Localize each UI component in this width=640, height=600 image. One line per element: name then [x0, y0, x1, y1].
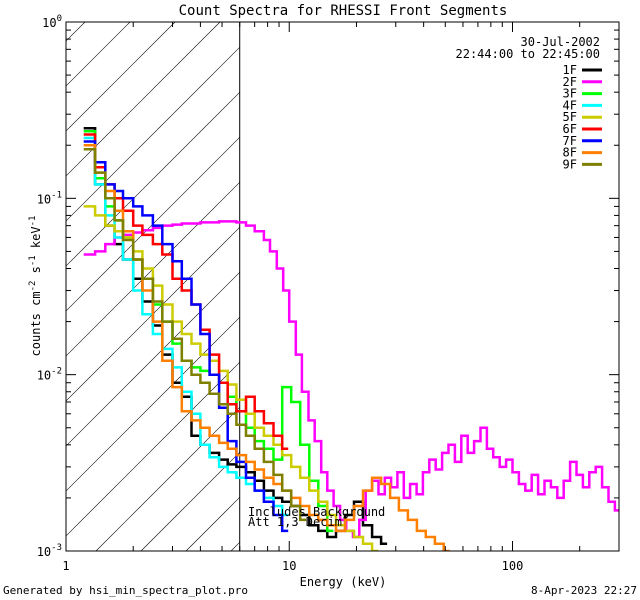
legend-label-7F: 7F	[563, 134, 577, 148]
series-line-9F	[83, 147, 307, 522]
annotation-background: Includes Background	[248, 505, 385, 519]
hatch-line	[66, 226, 240, 402]
series-line-5F	[83, 205, 379, 551]
hatch-line	[66, 181, 240, 357]
hatch-line	[66, 22, 86, 42]
series-group	[83, 126, 619, 551]
legend-label-5F: 5F	[563, 110, 577, 124]
series-line-2F	[83, 220, 619, 539]
legend-label-1F: 1F	[563, 63, 577, 77]
x-tick-label: 100	[502, 559, 524, 573]
hatch-line	[140, 451, 240, 551]
annotation-attenuator: Att 1,3 Decim	[248, 515, 342, 529]
y-tick-label: 10-2	[37, 367, 62, 383]
date-label: 30-Jul-2002	[521, 35, 600, 49]
legend-label-8F: 8F	[563, 146, 577, 160]
x-axis-label: Energy (keV)	[300, 575, 387, 589]
shaded-region-hatch	[66, 22, 240, 551]
y-tick-label: 100	[42, 14, 62, 30]
series-line-1F	[83, 126, 388, 545]
hatch-line	[66, 46, 240, 222]
hatch-line	[230, 541, 240, 551]
hatch-line	[66, 361, 240, 537]
legend-label-6F: 6F	[563, 122, 577, 136]
hatch-line	[66, 22, 131, 87]
series-line-7F	[83, 140, 289, 533]
x-axis: 1 10 100	[62, 22, 620, 573]
y-tick-label: 10-3	[37, 543, 62, 559]
plot-frame	[65, 21, 620, 552]
chart-title: Count Spectra for RHESSI Front Segments	[179, 3, 508, 19]
legend-label-4F: 4F	[563, 98, 577, 112]
hatch-line	[66, 22, 221, 177]
hatch-line	[95, 406, 240, 551]
footer-timestamp: 8-Apr-2023 22:27	[531, 584, 637, 597]
hatch-line	[66, 22, 176, 132]
x-tick-label: 1	[62, 559, 69, 573]
y-tick-label: 10-1	[37, 190, 62, 206]
hatch-line	[66, 91, 240, 267]
hatch-line	[66, 271, 240, 447]
legend-label-3F: 3F	[563, 87, 577, 101]
legend-label-9F: 9F	[563, 157, 577, 171]
hatch-line	[66, 136, 240, 312]
legend-label-2F: 2F	[563, 75, 577, 89]
time-range-label: 22:44:00 to 22:45:00	[456, 47, 601, 61]
series-line-6F	[83, 133, 289, 451]
x-tick-label: 10	[282, 559, 296, 573]
y-axis-label: counts cm-2 s-1 keV-1	[28, 216, 43, 357]
hatch-line	[66, 316, 240, 492]
y-axis: 10-3 10-2 10-1 100	[37, 14, 619, 559]
footer-generated-by: Generated by hsi_min_spectra_plot.pro	[3, 584, 248, 597]
